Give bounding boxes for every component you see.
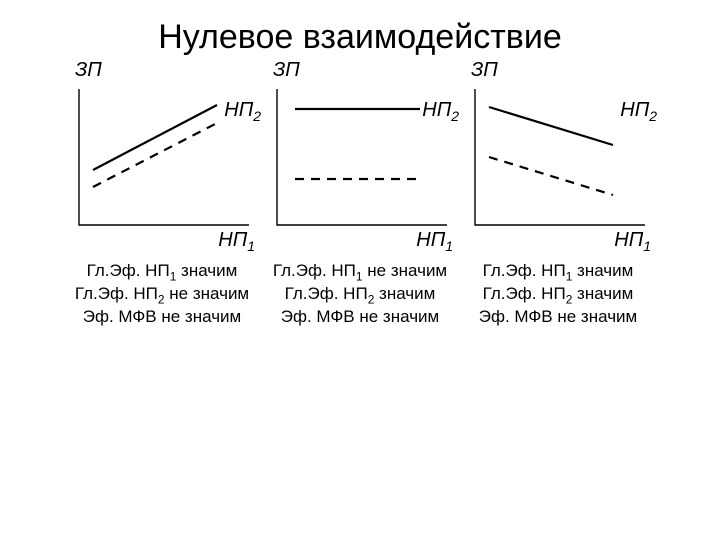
panels-row: ЗПНП2НП1Гл.Эф. НП1 значимГл.Эф. НП2 не з… — [0, 85, 720, 329]
x-axis-label: НП1 — [416, 229, 453, 252]
chart-panel-b: ЗПНП2НП1 Гл.Эф. НП1 не значимГл.Эф. НП2 з… — [265, 85, 455, 329]
panel-caption: Гл.Эф. НП1 не значимГл.Эф. НП2 значимЭф.… — [265, 260, 455, 329]
y-axis-label: ЗП — [471, 59, 498, 82]
y-axis-label: ЗП — [273, 59, 300, 82]
panel-caption: Гл.Эф. НП1 значимГл.Эф. НП2 не значимЭф.… — [67, 260, 257, 329]
plot-c: ЗПНП2НП1 — [463, 85, 653, 250]
chart-panel-c: ЗПНП2НП1 Гл.Эф. НП1 значимГл.Эф. НП2 знач… — [463, 85, 653, 329]
page-title: Нулевое взаимодействие — [0, 0, 720, 57]
series-label: НП2 — [224, 99, 261, 122]
chart-panel-a: ЗПНП2НП1 Гл.Эф. НП1 значимГл.Эф. НП2 не з… — [67, 85, 257, 329]
plot-a: ЗПНП2НП1 — [67, 85, 257, 250]
series-label: НП2 — [422, 99, 459, 122]
panel-caption: Гл.Эф. НП1 значимГл.Эф. НП2 значимЭф. МФ… — [463, 260, 653, 329]
x-axis-label: НП1 — [218, 229, 255, 252]
x-axis-label: НП1 — [614, 229, 651, 252]
plot-b: ЗПНП2НП1 — [265, 85, 455, 250]
y-axis-label: ЗП — [75, 59, 102, 82]
series-label: НП2 — [620, 99, 657, 122]
